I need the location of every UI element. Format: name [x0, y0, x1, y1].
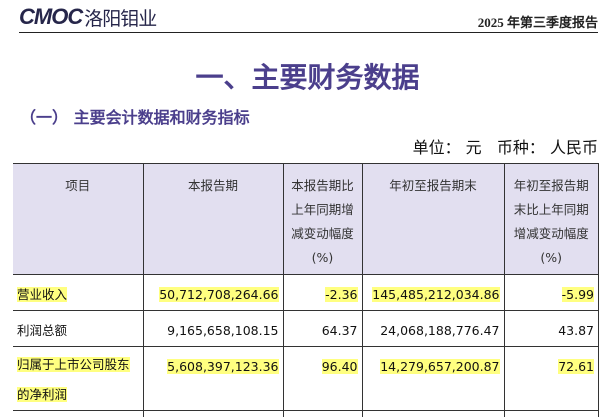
page-title: 一、主要财务数据 [0, 56, 609, 96]
cell-current-change: 64.37 [322, 323, 358, 338]
row-item: 利润总额 [17, 323, 67, 338]
cell-ytd-change: 43.87 [558, 323, 594, 338]
unit-note: 单位： 元 币种： 人民币 [413, 134, 598, 158]
cell-current: 5,608,397,123.36 [167, 359, 278, 374]
row-item: 营业收入 [17, 287, 67, 302]
section-subtitle: （一） 主要会计数据和财务指标 [20, 104, 250, 128]
financial-table: 项目 本报告期 本报告期比上年同期增减变动幅度(%) 年初至报告期末 年初至报告… [13, 163, 599, 417]
cell-ytd: 14,279,657,200.87 [380, 359, 499, 374]
row-item: 归属于上市公司股东的净利润 [17, 357, 130, 402]
logo-en: CMOC [19, 4, 82, 30]
col-header: 年初至报告期末 [362, 164, 504, 275]
cell-current: 50,712,708,264.66 [159, 287, 278, 302]
col-header: 本报告期比上年同期增减变动幅度(%) [283, 164, 362, 275]
company-logo: CMOC 洛阳钼业 [19, 6, 156, 28]
table-row-partial [13, 411, 599, 417]
col-header: 年初至报告期末比上年同期增减变动幅度(%) [504, 164, 599, 275]
logo-cn: 洛阳钼业 [84, 4, 156, 31]
col-header: 本报告期 [143, 164, 283, 275]
cell-current: 9,165,658,108.15 [167, 323, 278, 338]
table-row: 利润总额 9,165,658,108.15 64.37 24,068,188,7… [13, 311, 599, 347]
cell-ytd-change: 72.61 [558, 359, 594, 374]
table-row: 归属于上市公司股东的净利润 5,608,397,123.36 96.40 14,… [13, 347, 599, 411]
cell-ytd-change: -5.99 [562, 287, 594, 302]
header-divider [19, 32, 598, 33]
cell-current-change: 96.40 [322, 359, 358, 374]
col-header: 项目 [13, 164, 143, 275]
cell-ytd: 145,485,212,034.86 [372, 287, 499, 302]
table-header-row: 项目 本报告期 本报告期比上年同期增减变动幅度(%) 年初至报告期末 年初至报告… [13, 164, 599, 275]
cell-ytd: 24,068,188,776.47 [380, 323, 499, 338]
report-name: 2025 年第三季度报告 [478, 12, 598, 31]
cell-current-change: -2.36 [325, 287, 357, 302]
table-row: 营业收入 50,712,708,264.66 -2.36 145,485,212… [13, 275, 599, 311]
